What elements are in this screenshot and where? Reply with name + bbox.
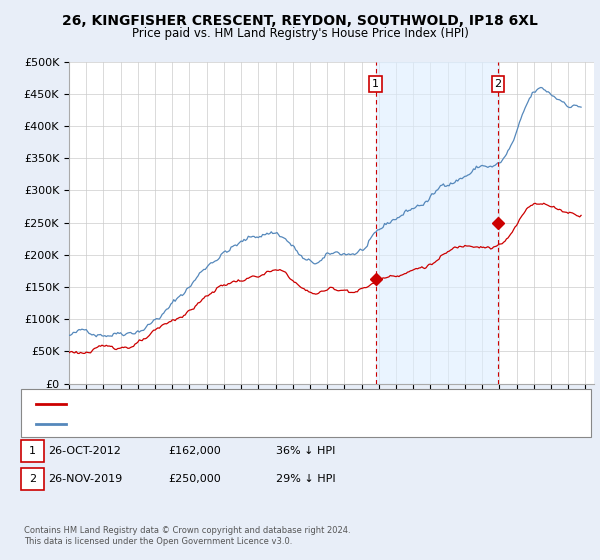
- Text: 1: 1: [372, 79, 379, 89]
- Text: 2: 2: [29, 474, 36, 484]
- Text: Contains HM Land Registry data © Crown copyright and database right 2024.
This d: Contains HM Land Registry data © Crown c…: [24, 526, 350, 546]
- Text: 26, KINGFISHER CRESCENT, REYDON, SOUTHWOLD, IP18 6XL (detached house): 26, KINGFISHER CRESCENT, REYDON, SOUTHWO…: [69, 399, 445, 408]
- Bar: [376, 62, 498, 384]
- Text: 36% ↓ HPI: 36% ↓ HPI: [276, 446, 335, 456]
- Text: 26-OCT-2012: 26-OCT-2012: [48, 446, 121, 456]
- Text: HPI: Average price, detached house, East Suffolk: HPI: Average price, detached house, East…: [69, 419, 301, 428]
- Text: £162,000: £162,000: [168, 446, 221, 456]
- Text: 2: 2: [494, 79, 502, 89]
- Text: £250,000: £250,000: [168, 474, 221, 484]
- Text: 26, KINGFISHER CRESCENT, REYDON, SOUTHWOLD, IP18 6XL: 26, KINGFISHER CRESCENT, REYDON, SOUTHWO…: [62, 14, 538, 28]
- Text: 26-NOV-2019: 26-NOV-2019: [48, 474, 122, 484]
- Text: 29% ↓ HPI: 29% ↓ HPI: [276, 474, 335, 484]
- Text: 1: 1: [29, 446, 36, 456]
- Text: Price paid vs. HM Land Registry's House Price Index (HPI): Price paid vs. HM Land Registry's House …: [131, 27, 469, 40]
